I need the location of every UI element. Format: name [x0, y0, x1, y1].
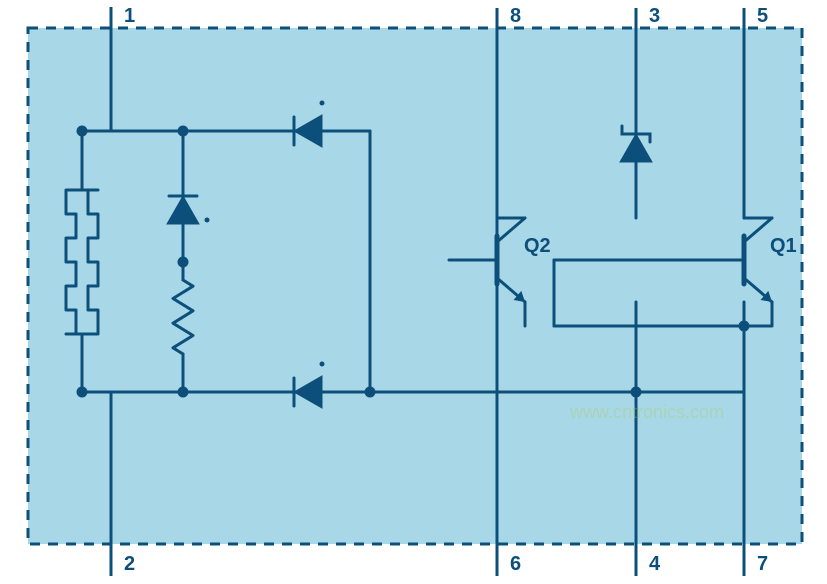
pin-label: 8 [510, 5, 521, 27]
bjt-label: Q2 [524, 235, 551, 257]
watermark-text: www.cntronics.com [569, 402, 724, 422]
pin-label: 1 [124, 5, 135, 27]
junction-dot [77, 387, 88, 398]
junction-dot [178, 387, 189, 398]
junction-dot [77, 126, 88, 137]
diode-dot [205, 218, 210, 223]
junction-dot [178, 257, 189, 268]
pin-label: 4 [649, 553, 661, 575]
bjt-label: Q1 [770, 235, 797, 257]
junction-dot [631, 387, 642, 398]
diode-dot [320, 101, 325, 106]
pin-label: 2 [124, 553, 135, 575]
pin-label: 7 [757, 553, 768, 575]
pin-label: 5 [757, 5, 768, 27]
junction-dot [739, 321, 750, 332]
pin-label: 3 [649, 5, 660, 27]
pin-label: 6 [510, 553, 521, 575]
junction-dot [178, 126, 189, 137]
junction-dot [365, 387, 376, 398]
package-outline [28, 28, 802, 544]
diode-dot [320, 362, 325, 367]
